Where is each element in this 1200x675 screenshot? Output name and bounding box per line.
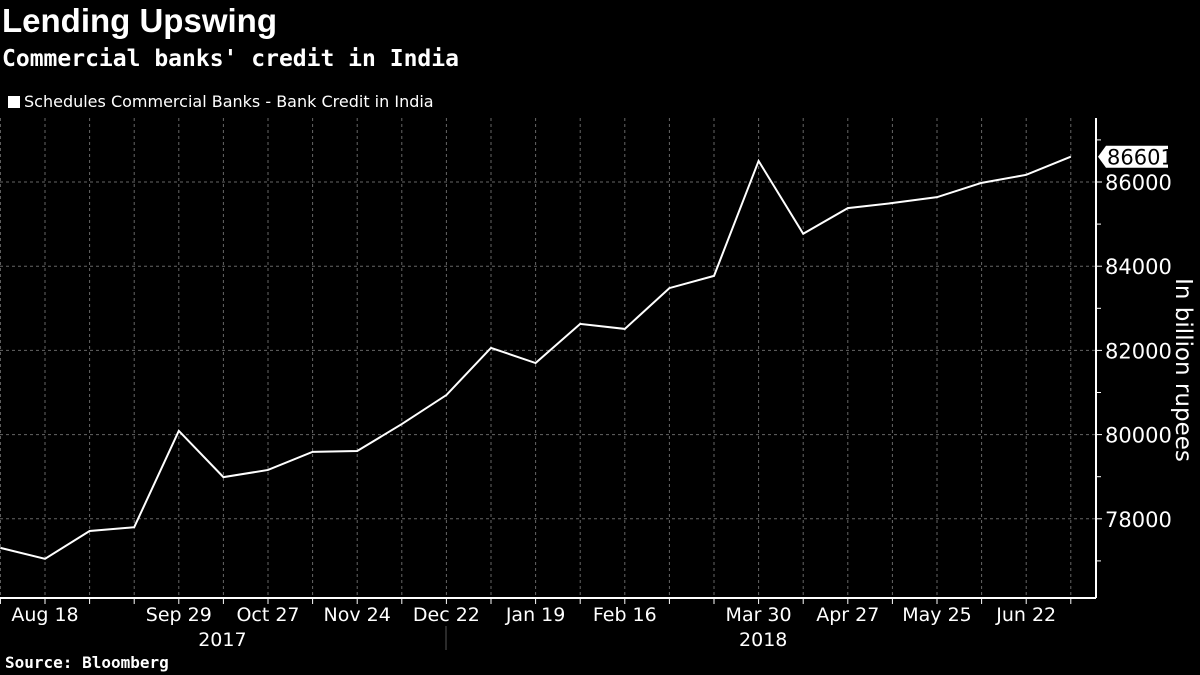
y-tick-label: 86000: [1105, 171, 1172, 195]
x-tick-label: Sep 29: [146, 604, 212, 626]
x-tick-label: Oct 27: [236, 604, 299, 626]
source-note: Source: Bloomberg: [5, 653, 169, 672]
y-tick-label: 80000: [1105, 424, 1172, 448]
x-year-label: 2018: [739, 629, 787, 651]
x-tick-label: May 25: [902, 604, 972, 626]
x-tick-label: Mar 30: [726, 604, 792, 626]
x-tick-label: Feb 16: [593, 604, 657, 626]
x-tick-label: Jan 19: [505, 604, 566, 626]
legend-swatch: [8, 95, 20, 108]
y-axis-title: In billion rupees: [1170, 278, 1196, 462]
y-tick-label: 82000: [1105, 339, 1172, 363]
last-value-badge: [1098, 145, 1168, 168]
x-tick-label: Dec 22: [413, 604, 480, 626]
last-value-label: 86601: [1107, 146, 1174, 170]
y-tick-label: 84000: [1105, 255, 1172, 279]
x-year-label: 2017: [198, 629, 246, 651]
x-tick-label: Nov 24: [324, 604, 391, 626]
x-tick-label: Aug 18: [11, 604, 78, 626]
chart-subtitle: Commercial banks' credit in India: [2, 46, 459, 72]
y-tick-label: 78000: [1105, 508, 1172, 532]
x-tick-label: Apr 27: [816, 604, 879, 626]
legend-label: Schedules Commercial Banks - Bank Credit…: [24, 92, 434, 111]
chart-title: Lending Upswing: [2, 2, 277, 39]
x-tick-label: Jun 22: [995, 604, 1056, 626]
legend: Schedules Commercial Banks - Bank Credit…: [8, 92, 434, 111]
